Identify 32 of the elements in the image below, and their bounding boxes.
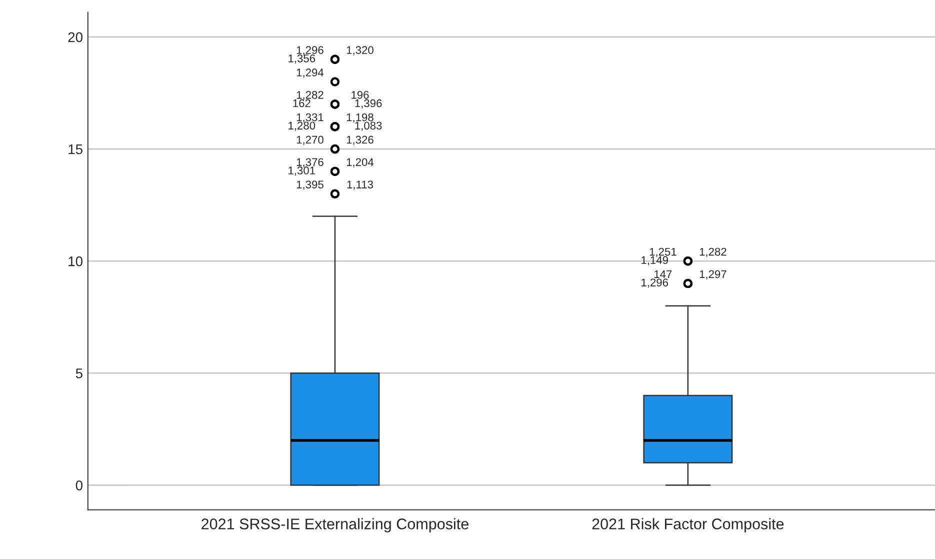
annotation: 1,113 xyxy=(347,180,373,190)
y-tick-label: 0 xyxy=(76,480,82,490)
annotation: 1,320 xyxy=(346,46,374,56)
annotation: 1,395 xyxy=(296,180,324,190)
annotation: 1,282 xyxy=(700,248,726,258)
annotation: 1,326 xyxy=(346,136,374,145)
annotation: 196 xyxy=(352,90,369,99)
y-tick-label: 10 xyxy=(68,256,82,266)
annotation: 1,297 xyxy=(700,270,726,280)
annotation: 1,149 xyxy=(642,256,668,266)
y-tick-label: 5 xyxy=(76,368,82,378)
annotation: 1,356 xyxy=(288,54,316,64)
annotation: 1,198 xyxy=(346,113,374,123)
annotation: 1,294 xyxy=(296,68,324,78)
annotation: 1,301 xyxy=(288,166,315,176)
annotation: 1,204 xyxy=(346,158,374,168)
annotation: 1,396 xyxy=(355,99,382,108)
x-tick-label: 2021 Risk Factor Composite xyxy=(592,518,784,532)
annotation: 1,083 xyxy=(355,122,382,131)
y-tick-label: 20 xyxy=(68,32,82,42)
annotation: 1,270 xyxy=(296,136,324,145)
x-tick-label: 2021 SRSS-IE Externalizing Composite xyxy=(202,518,468,532)
annotation: 1,280 xyxy=(288,122,316,131)
annotation: 1,331 xyxy=(296,113,324,123)
annotation: 162 xyxy=(293,99,310,108)
annotation: 1,296 xyxy=(296,46,324,56)
annotation: 1,251 xyxy=(650,248,676,258)
annotation: 1,376 xyxy=(296,158,324,168)
annotation: 1,282 xyxy=(296,90,324,100)
y-tick-label: 15 xyxy=(68,144,82,154)
annotation: 147 xyxy=(654,270,672,278)
annotation: 1,296 xyxy=(642,278,668,288)
